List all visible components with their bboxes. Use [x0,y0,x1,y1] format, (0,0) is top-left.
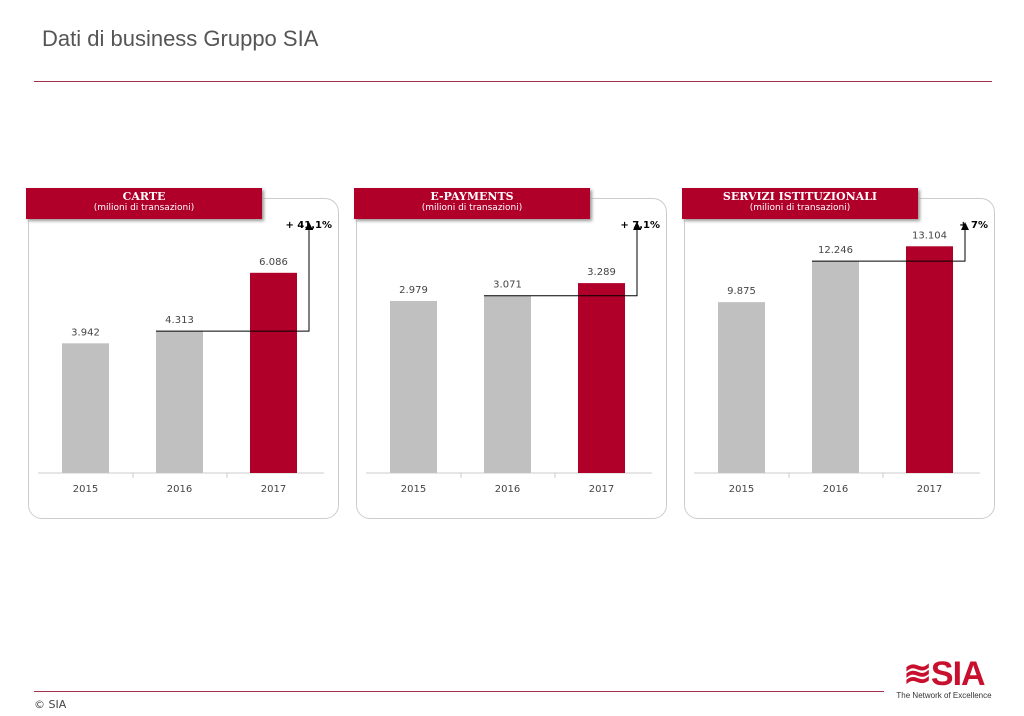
growth-label: + 7,1% [620,220,660,231]
page-title: Dati di business Gruppo SIA [42,26,319,51]
chart-subtitle: (milioni di transazioni) [421,203,523,213]
copyright: © SIA [34,698,67,711]
chart-panel-carte: CARTE (milioni di transazioni) 3.942 2015 4… [26,188,339,519]
chart-panel-servizi-istituzionali: SERVIZI ISTITUZIONALI (milioni di transa… [682,188,995,519]
logo-tagline: The Network of Excellence [896,691,992,700]
x-tick-label: 2016 [823,484,848,495]
x-tick-label: 2015 [729,484,754,495]
growth-arrow-line [156,228,310,332]
chart-subtitle: (milioni di transazioni) [749,203,851,213]
bar-chart: 3.942 2015 4.313 2016 6.086 2017 + 41,1% [38,220,332,495]
bar-2017 [578,283,625,473]
title-divider [34,81,992,82]
arrow-head-icon [305,222,313,230]
x-tick-label: 2017 [261,484,286,495]
data-label: 2.979 [399,285,428,296]
chart-title: SERVIZI ISTITUZIONALI [722,190,878,203]
data-label: 9.875 [727,286,756,297]
bar-2016 [484,295,531,473]
logo-mark: ≋SIA [903,655,985,693]
bar-2015 [718,302,765,473]
growth-label: + 41,1% [285,220,332,231]
data-label: 3.942 [71,327,100,338]
bar-2015 [390,301,437,473]
growth-arrow-line [812,228,966,262]
x-tick-label: 2016 [495,484,520,495]
growth-arrow-line [484,228,638,297]
data-label: 12.246 [818,245,853,256]
chart-title: E-PAYMENTS [430,190,514,203]
x-tick-label: 2017 [917,484,942,495]
data-label: 3.289 [587,267,616,278]
growth-label: + 7% [959,220,988,231]
bar-2017 [906,246,953,473]
bar-2015 [62,343,109,473]
x-tick-label: 2016 [167,484,192,495]
data-label: 13.104 [912,230,947,241]
arrow-head-icon [633,222,641,230]
data-label: 4.313 [165,315,194,326]
data-label: 6.086 [259,257,288,268]
sia-logo: ≋SIA The Network of Excellence [892,657,996,700]
x-tick-label: 2015 [73,484,98,495]
bar-chart: 2.979 2015 3.071 2016 3.289 2017 + 7,1% [366,220,660,495]
chart-subtitle: (milioni di transazioni) [93,203,195,213]
panel-header: E-PAYMENTS (milioni di transazioni) [354,188,590,219]
footer-divider [34,691,884,692]
bar-chart: 9.875 2015 12.246 2016 13.104 2017 + 7% [694,220,988,495]
chart-title: CARTE [122,190,166,203]
bar-2016 [156,331,203,473]
bar-2016 [812,261,859,473]
panel-header: CARTE (milioni di transazioni) [26,188,262,219]
data-label: 3.071 [493,280,522,291]
x-tick-label: 2015 [401,484,426,495]
bar-2017 [250,272,297,473]
x-tick-label: 2017 [589,484,614,495]
chart-panel-e-payments: E-PAYMENTS (milioni di transazioni) 2.979… [354,188,667,519]
panel-header: SERVIZI ISTITUZIONALI (milioni di transa… [682,188,918,219]
arrow-head-icon [961,222,969,230]
